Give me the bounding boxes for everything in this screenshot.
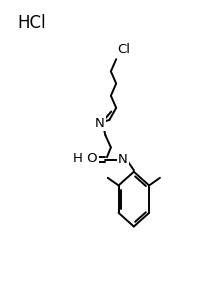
Text: N: N — [95, 117, 104, 130]
Text: N: N — [118, 153, 128, 166]
Text: Cl: Cl — [117, 43, 130, 56]
Text: HCl: HCl — [17, 14, 46, 32]
Text: H O: H O — [73, 152, 98, 165]
